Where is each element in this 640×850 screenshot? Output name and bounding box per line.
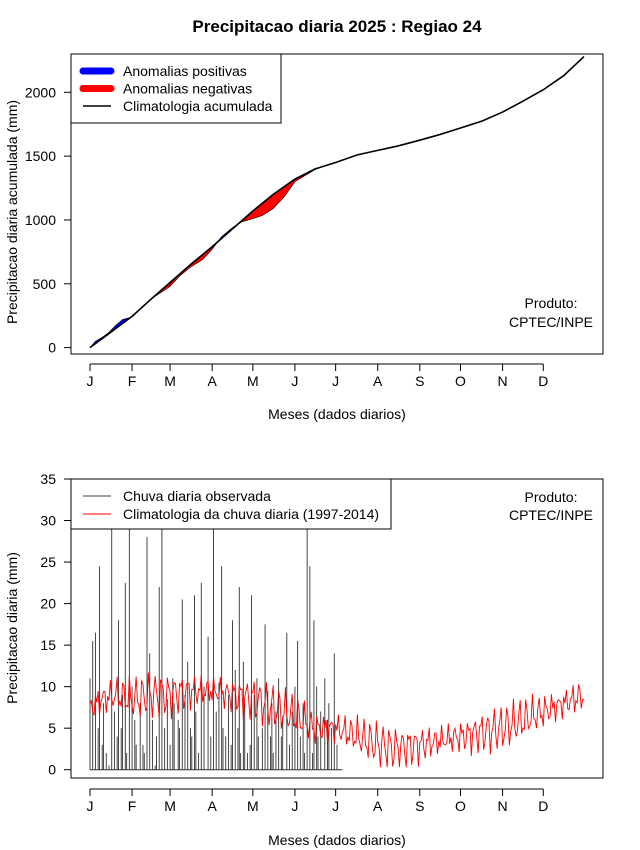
top-y-axis-label: Precipitacao diaria acumulada (mm): [4, 100, 20, 324]
bottom-y-tick-label-30: 30: [40, 513, 56, 529]
top-y-tick-label-1000: 1000: [25, 212, 56, 228]
top-x-tick-label-9: O: [455, 373, 466, 389]
bottom-legend-label-0: Chuva diaria observada: [123, 488, 271, 504]
bottom-y-tick-label-0: 0: [48, 762, 56, 778]
top-x-tick-label-5: J: [291, 373, 298, 389]
bottom-legend-box: [70, 478, 392, 530]
bottom-x-tick-label-7: A: [373, 798, 383, 814]
top-y-tick-label-2000: 2000: [25, 84, 56, 100]
bottom-y-axis: 0 5 10 15 20 25 30 35: [40, 471, 72, 778]
bottom-x-tick-label-4: M: [247, 798, 259, 814]
chart-title: Precipitacao diaria 2025 : Regiao 24: [192, 17, 482, 36]
top-x-tick-label-3: A: [207, 373, 217, 389]
top-x-tick-label-0: J: [87, 373, 94, 389]
top-y-axis: 0 500 1000 1500 2000: [25, 84, 72, 356]
climatology-daily-line: [89, 672, 585, 768]
top-x-tick-label-8: S: [415, 373, 424, 389]
top-x-tick-label-11: D: [538, 373, 548, 389]
bottom-x-tick-label-5: J: [291, 798, 298, 814]
bottom-legend-label-1: Climatologia da chuva diaria (1997-2014): [123, 506, 379, 522]
bottom-y-axis-label: Precipitacao diaria (mm): [4, 552, 20, 704]
bottom-x-tick-label-0: J: [87, 798, 94, 814]
top-x-axis-label: Meses (dados diarios): [268, 406, 406, 422]
top-annotation-line-1: Produto:: [525, 295, 578, 311]
bottom-y-tick-label-5: 5: [48, 720, 56, 736]
bottom-x-tick-label-11: D: [538, 798, 548, 814]
top-y-tick-label-500: 500: [33, 276, 57, 292]
top-legend-label-0: Anomalias positivas: [123, 63, 247, 79]
bottom-legend: Chuva diaria observada Climatologia da ch…: [70, 478, 392, 530]
climatology-accumulated-line: [89, 55, 585, 349]
bottom-line-layer: [89, 672, 585, 768]
bottom-annotation-line-2: CPTEC/INPE: [509, 507, 593, 523]
bottom-y-tick-label-35: 35: [40, 471, 56, 487]
top-y-tick-label-1500: 1500: [25, 148, 56, 164]
bottom-x-tick-label-10: N: [498, 798, 508, 814]
top-x-tick-label-1: F: [128, 373, 137, 389]
top-legend-label-2: Climatologia acumulada: [123, 98, 273, 114]
bottom-x-tick-label-6: J: [332, 798, 339, 814]
negative-anomaly-area-5: [236, 166, 323, 226]
bottom-x-tick-label-3: A: [207, 798, 217, 814]
top-x-tick-label-2: M: [164, 373, 176, 389]
top-x-tick-label-7: A: [373, 373, 383, 389]
top-x-tick-label-10: N: [498, 373, 508, 389]
top-area-layer: [89, 166, 324, 348]
bottom-x-axis-label: Meses (dados diarios): [268, 832, 406, 848]
bottom-y-tick-label-10: 10: [40, 679, 56, 695]
bottom-x-tick-label-8: S: [415, 798, 424, 814]
bottom-x-tick-label-2: M: [164, 798, 176, 814]
bottom-y-tick-label-15: 15: [40, 637, 56, 653]
top-x-tick-label-6: J: [332, 373, 339, 389]
bottom-x-tick-label-9: O: [455, 798, 466, 814]
bottom-y-tick-label-20: 20: [40, 596, 56, 612]
top-legend: Anomalias positivas Anomalias negativasCl…: [70, 53, 282, 124]
top-x-tick-label-4: M: [247, 373, 259, 389]
top-line-layer: [89, 55, 585, 349]
bottom-bars-layer: [89, 479, 343, 771]
top-annotation-line-2: CPTEC/INPE: [509, 314, 593, 330]
top-legend-label-1: Anomalias negativas: [123, 81, 252, 97]
top-y-tick-label-0: 0: [48, 340, 56, 356]
bottom-x-tick-label-1: F: [128, 798, 137, 814]
top-panel: 0 500 1000 1500 2000 J F M A M J J A S O N D Precipitac…: [4, 53, 604, 422]
bottom-y-tick-label-25: 25: [40, 554, 56, 570]
bottom-panel: 0 5 10 15 20 25 30 35 J F M A M J J A S O N D Precipitacao…: [4, 471, 604, 848]
bottom-annotation-line-1: Produto:: [525, 489, 578, 505]
